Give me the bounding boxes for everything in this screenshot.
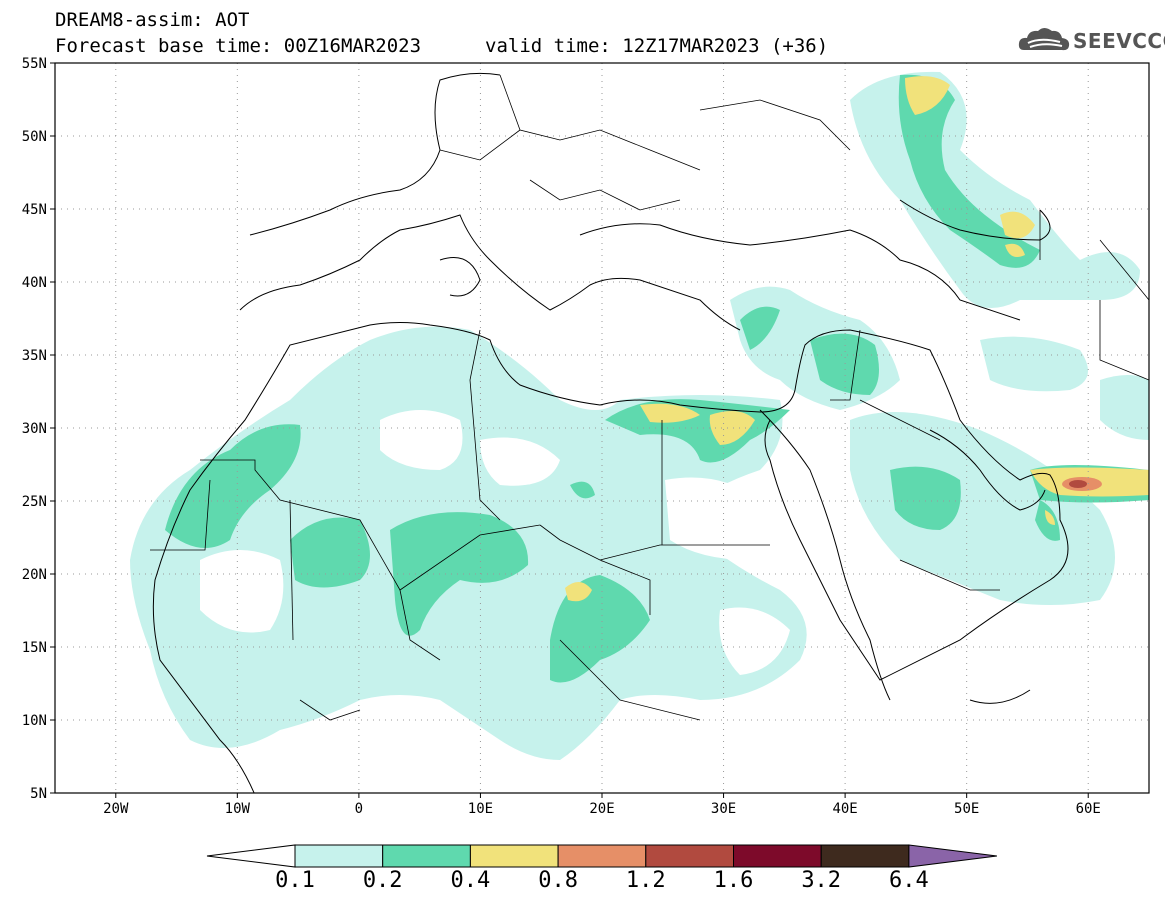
axis-tick-labels: 55N 50N 45N 40N 35N 30N 25N 20N 15N 10N 5N 20W 10W 0 1… <box>22 56 1101 817</box>
colorbar-level-label: 0.8 <box>538 868 578 893</box>
lon-tick-label: 20E <box>589 801 614 817</box>
map-grid <box>55 63 1149 793</box>
colorbar-level-label: 0.1 <box>275 868 315 893</box>
colorbar-level-label: 3.2 <box>801 868 842 893</box>
lon-tick-label: 30E <box>711 801 736 817</box>
colorbar-segment <box>645 844 734 868</box>
axis-ticks <box>50 62 1089 798</box>
base-time-label: Forecast base time: 00Z16MAR2023 <box>55 35 422 57</box>
colorbar-segment <box>469 844 559 868</box>
colorbar-segment <box>820 844 910 868</box>
lat-tick-label: 50N <box>22 129 47 145</box>
lat-tick-label: 35N <box>22 348 47 364</box>
lat-tick-label: 20N <box>22 567 47 583</box>
colorbar-level-label: 1.6 <box>713 868 754 893</box>
aot-field-holes <box>200 410 790 675</box>
map-title: DREAM8-assim: AOT <box>55 9 250 31</box>
colorbar-under-triangle <box>206 844 296 868</box>
lat-tick-label: 40N <box>22 275 47 291</box>
lon-tick-label: 10E <box>468 801 493 817</box>
colorbar-segment <box>557 844 647 868</box>
lat-tick-label: 45N <box>22 202 47 218</box>
lon-tick-label: 50E <box>954 801 979 817</box>
colorbar <box>206 844 997 868</box>
colorbar-over-triangle <box>908 844 997 868</box>
colorbar-level-label: 0.2 <box>362 868 403 893</box>
valid-time-label: valid time: 12Z17MAR2023 (+36) <box>485 35 829 57</box>
lon-tick-label: 20W <box>103 801 129 817</box>
colorbar-level-label: 6.4 <box>889 868 929 893</box>
lat-tick-label: 15N <box>22 640 47 656</box>
lat-tick-label: 30N <box>22 421 47 437</box>
colorbar-level-label: 1.2 <box>625 868 666 893</box>
lon-tick-label: 60E <box>1076 801 1101 817</box>
colorbar-segment <box>382 844 471 868</box>
lat-tick-label: 5N <box>30 786 47 802</box>
country-borders <box>150 74 1149 721</box>
seevccc-logo-text: SEEVCCC <box>1073 29 1165 53</box>
lat-tick-label: 55N <box>22 56 47 72</box>
colorbar-segment <box>733 844 822 868</box>
colorbar-segment <box>294 844 384 868</box>
coastlines <box>152 72 1069 793</box>
lon-tick-label: 40E <box>832 801 857 817</box>
lat-tick-label: 25N <box>22 494 47 510</box>
cloud-icon <box>1018 28 1070 51</box>
lon-tick-label: 10W <box>225 801 251 817</box>
colorbar-level-label: 0.4 <box>450 868 491 893</box>
aot-hotspot-1.2 <box>1069 480 1087 488</box>
lat-tick-label: 10N <box>22 713 47 729</box>
lon-tick-label: 0 <box>355 801 363 817</box>
